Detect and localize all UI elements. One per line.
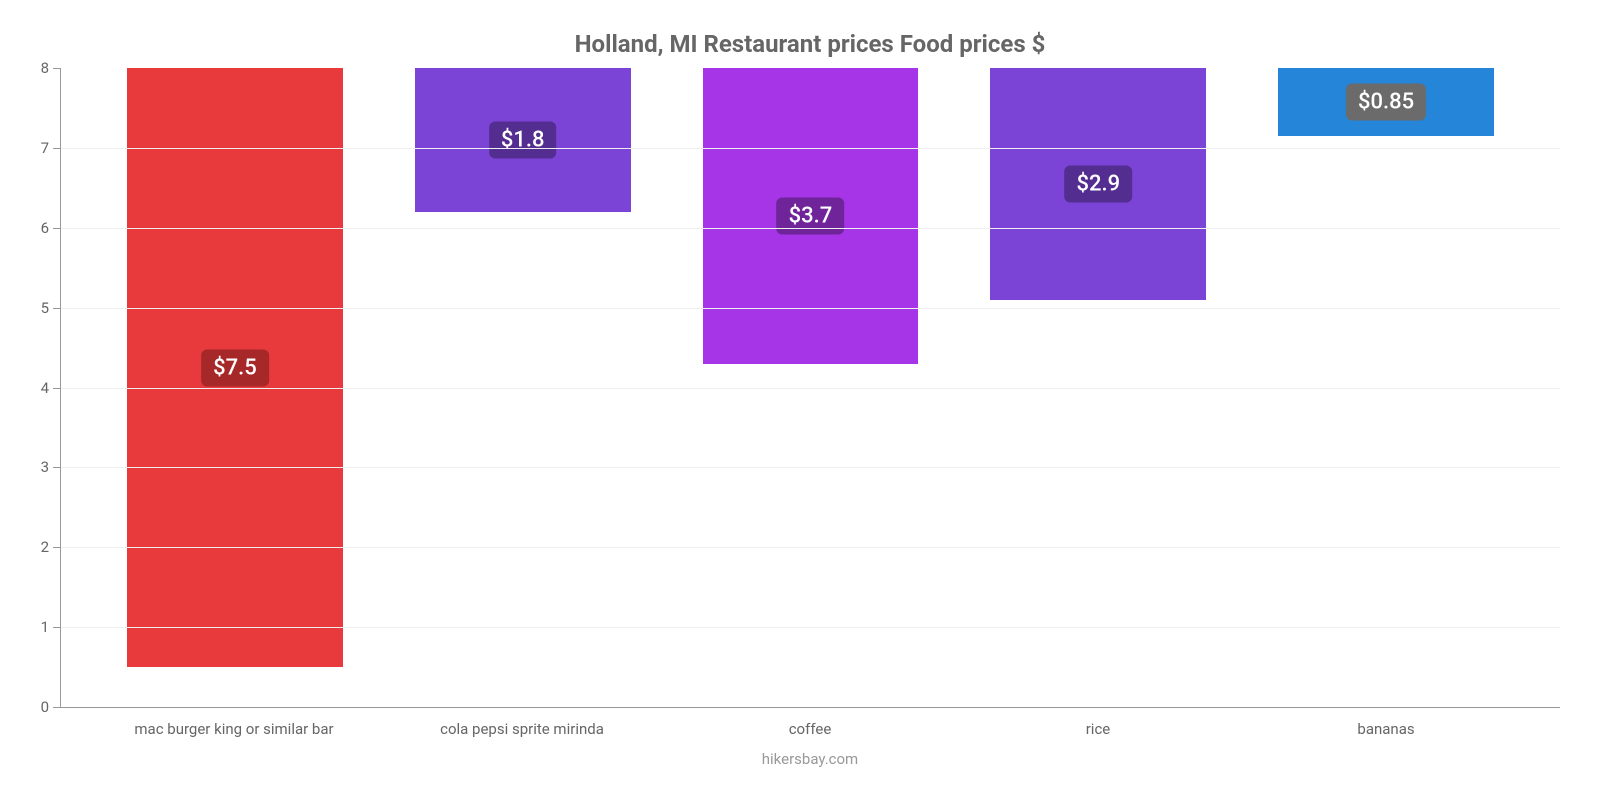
x-tick-label: coffee: [666, 720, 954, 738]
y-tick-label: 2: [21, 538, 49, 556]
grid-line: [61, 148, 1560, 149]
grid-line: [61, 308, 1560, 309]
y-tick: [53, 547, 61, 548]
grid-line: [61, 627, 1560, 628]
y-tick: [53, 467, 61, 468]
x-axis-labels: mac burger king or similar barcola pepsi…: [60, 720, 1560, 738]
bar-value-label: $2.9: [1064, 165, 1132, 202]
grid-line: [61, 228, 1560, 229]
bar-value-label: $7.5: [201, 349, 269, 386]
x-tick-label: rice: [954, 720, 1242, 738]
y-tick-label: 1: [21, 618, 49, 636]
x-tick-label: bananas: [1242, 720, 1530, 738]
y-tick-label: 7: [21, 139, 49, 157]
y-tick: [53, 388, 61, 389]
y-tick: [53, 308, 61, 309]
y-tick-label: 8: [21, 59, 49, 77]
y-tick: [53, 68, 61, 69]
grid-line: [61, 547, 1560, 548]
chart-title: Holland, MI Restaurant prices Food price…: [60, 30, 1560, 58]
y-tick: [53, 148, 61, 149]
y-tick-label: 0: [21, 698, 49, 716]
bar: $0.85: [1278, 68, 1494, 136]
x-tick-label: mac burger king or similar bar: [90, 720, 378, 738]
x-tick-label: cola pepsi sprite mirinda: [378, 720, 666, 738]
y-tick-label: 4: [21, 379, 49, 397]
y-tick: [53, 627, 61, 628]
bar-value-label: $1.8: [489, 121, 557, 158]
bar: $1.8: [415, 68, 631, 212]
grid-line: [61, 467, 1560, 468]
bar: $3.7: [703, 68, 919, 364]
source-attribution: hikersbay.com: [60, 750, 1560, 768]
bar: $7.5: [127, 68, 343, 667]
y-tick: [53, 707, 61, 708]
y-tick-label: 6: [21, 219, 49, 237]
grid-line: [61, 388, 1560, 389]
plot-area: $7.5$1.8$3.7$2.9$0.85 012345678: [60, 68, 1560, 708]
chart-container: Holland, MI Restaurant prices Food price…: [0, 0, 1600, 800]
y-tick: [53, 228, 61, 229]
y-tick-label: 3: [21, 458, 49, 476]
y-tick-label: 5: [21, 299, 49, 317]
bar-value-label: $0.85: [1346, 83, 1426, 120]
bar: $2.9: [990, 68, 1206, 300]
